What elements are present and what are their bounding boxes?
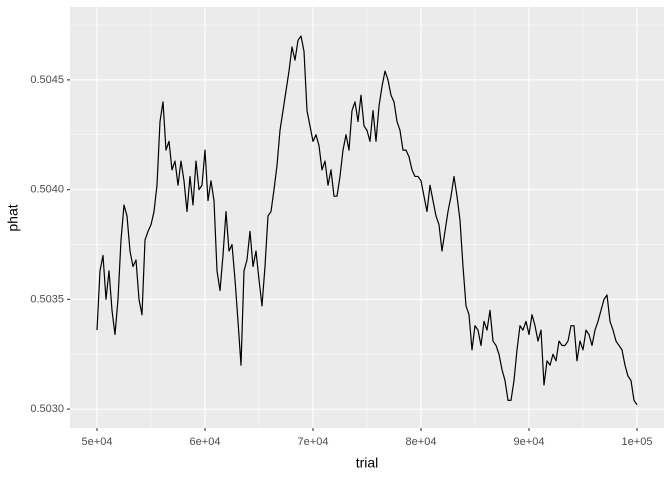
- y-axis-title: phat: [5, 204, 21, 231]
- y-tick-label: 0.5030: [30, 403, 64, 415]
- x-tick-label: 5e+04: [82, 436, 113, 448]
- x-axis-title: trial: [356, 455, 379, 471]
- data-line: [96, 35, 638, 406]
- x-tick-label: 6e+04: [190, 436, 221, 448]
- x-tick-label: 8e+04: [406, 436, 437, 448]
- x-tick-label: 7e+04: [298, 436, 329, 448]
- y-tick-label: 0.5040: [30, 184, 64, 196]
- y-tick-label: 0.5045: [30, 74, 64, 86]
- y-tick-label: 0.5035: [30, 293, 64, 305]
- x-tick-label: 1e+05: [622, 436, 653, 448]
- x-tick-label: 9e+04: [514, 436, 545, 448]
